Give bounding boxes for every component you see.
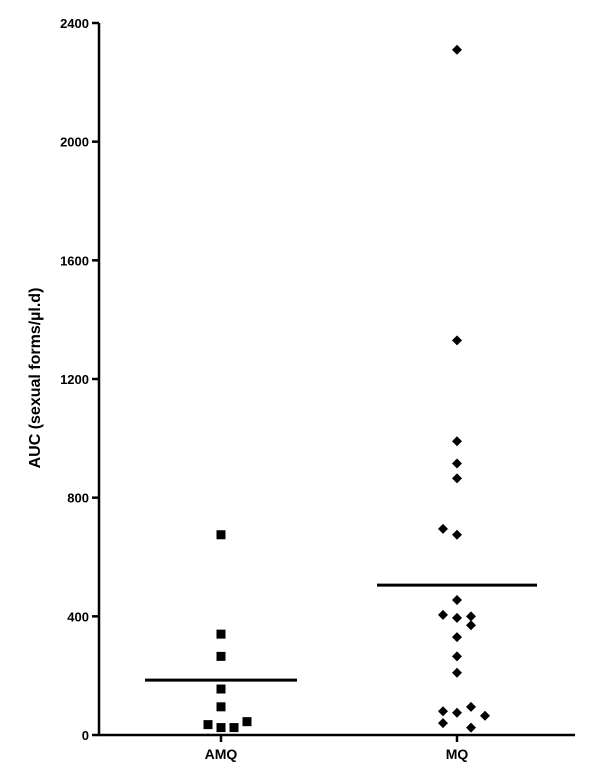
- y-tick-label: 2400: [60, 16, 89, 31]
- data-point-mq: [438, 718, 448, 729]
- data-point-mq: [452, 632, 462, 643]
- data-point-mq: [438, 609, 448, 620]
- data-point-amq: [216, 629, 226, 639]
- y-tick-label: 800: [67, 491, 89, 506]
- data-point-mq: [438, 523, 448, 534]
- data-point-mq: [480, 710, 490, 721]
- x-categories: AMQ MQ: [205, 735, 469, 762]
- data-point-mq: [452, 436, 462, 447]
- data-point-mq: [452, 595, 462, 606]
- data-point-mq: [466, 611, 476, 622]
- y-tick-label: 1200: [60, 372, 89, 387]
- data-point-mq: [452, 529, 462, 540]
- data-point-amq: [216, 723, 226, 733]
- data-point-mq: [452, 473, 462, 484]
- x-category-label: MQ: [446, 746, 469, 762]
- data-point-mq: [452, 707, 462, 718]
- data-point-amq: [216, 702, 226, 712]
- y-tick-label: 2000: [60, 135, 89, 150]
- y-axis-title: AUC (sexual forms/µl.d): [27, 288, 44, 469]
- y-tick-label: 0: [82, 728, 89, 743]
- y-ticks: 0 400 800 1200 1600 2000 2400: [60, 16, 99, 743]
- data-point-mq: [466, 701, 476, 712]
- y-tick-label: 400: [67, 609, 89, 624]
- x-category-label: AMQ: [205, 746, 238, 762]
- data-point-mq: [452, 458, 462, 469]
- data-point-mq: [466, 620, 476, 631]
- data-point-mq: [452, 335, 462, 346]
- data-point-mq: [452, 667, 462, 678]
- y-tick-label: 1600: [60, 253, 89, 268]
- median-lines: [145, 583, 537, 682]
- data-point-mq: [452, 44, 462, 55]
- data-point-amq: [242, 717, 252, 727]
- data-point-amq: [203, 720, 213, 730]
- axes: [97, 23, 575, 737]
- data-point-mq: [452, 651, 462, 662]
- data-point-amq: [216, 684, 226, 694]
- data-points: [203, 44, 490, 733]
- data-point-mq: [466, 722, 476, 733]
- data-point-amq: [229, 723, 239, 733]
- data-point-amq: [216, 651, 226, 661]
- data-point-mq: [438, 706, 448, 717]
- data-point-mq: [452, 612, 462, 623]
- data-point-amq: [216, 530, 226, 540]
